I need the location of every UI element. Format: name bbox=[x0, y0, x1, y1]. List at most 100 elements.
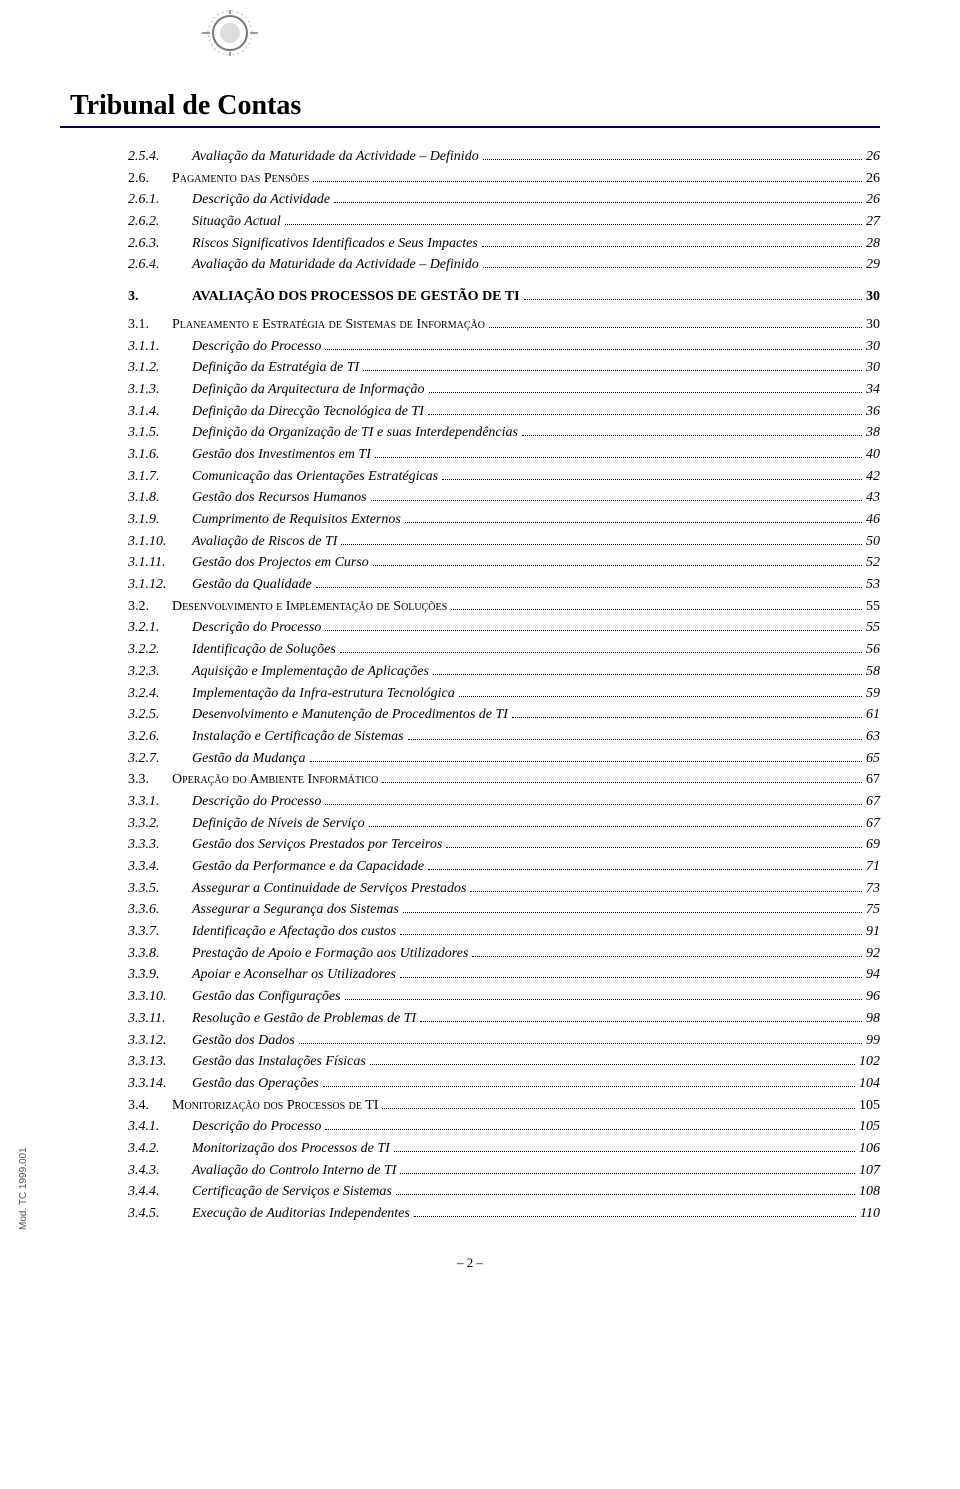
toc-leader-dots bbox=[420, 1021, 862, 1022]
toc-entry: 3.2.6.Instalação e Certificação de Siste… bbox=[128, 726, 880, 748]
toc-entry: 3.2.2.Identificação de Soluções 56 bbox=[128, 639, 880, 661]
toc-entry: 3.3.Operação do Ambiente Informático67 bbox=[128, 769, 880, 791]
toc-number: 3.3.6. bbox=[128, 899, 192, 921]
toc-number: 3.3.9. bbox=[128, 964, 192, 986]
toc-entry: 3.3.10.Gestão das Configurações96 bbox=[128, 986, 880, 1008]
toc-entry: 3.2.3.Aquisição e Implementação de Aplic… bbox=[128, 661, 880, 683]
toc-label: Gestão das Operações bbox=[192, 1073, 319, 1095]
toc-number: 3.3.12. bbox=[128, 1030, 192, 1052]
toc-label: Definição da Direcção Tecnológica de TI bbox=[192, 401, 424, 423]
toc-leader-dots bbox=[382, 782, 862, 783]
header-rule bbox=[60, 126, 880, 128]
toc-entry: 3.3.3.Gestão dos Serviços Prestados por … bbox=[128, 834, 880, 856]
toc-label: AVALIAÇÃO DOS PROCESSOS DE GESTÃO DE TI bbox=[192, 286, 520, 308]
toc-number: 3.2. bbox=[128, 596, 172, 618]
toc-entry: 3.3.13.Gestão das Instalações Físicas102 bbox=[128, 1051, 880, 1073]
toc-page: 91 bbox=[866, 921, 880, 943]
toc-leader-dots bbox=[442, 479, 862, 480]
toc-leader-dots bbox=[403, 912, 862, 913]
toc-page: 94 bbox=[866, 964, 880, 986]
toc-entry: 3.1.Planeamento e Estratégia de Sistemas… bbox=[128, 314, 880, 336]
toc-leader-dots bbox=[472, 956, 862, 957]
toc-leader-dots bbox=[522, 435, 862, 436]
toc-number: 3.3.8. bbox=[128, 943, 192, 965]
toc-number: 3.2.4. bbox=[128, 683, 192, 705]
table-of-contents: 2.5.4.Avaliação da Maturidade da Activid… bbox=[60, 146, 880, 1225]
toc-entry: 3.1.8.Gestão dos Recursos Humanos43 bbox=[128, 487, 880, 509]
toc-page: 65 bbox=[866, 748, 880, 770]
toc-leader-dots bbox=[325, 630, 862, 631]
toc-page: 46 bbox=[866, 509, 880, 531]
toc-label: Gestão dos Serviços Prestados por Tercei… bbox=[192, 834, 442, 856]
toc-label: Riscos Significativos Identificados e Se… bbox=[192, 233, 478, 255]
toc-number: 3.2.2. bbox=[128, 639, 192, 661]
toc-label: Descrição do Processo bbox=[192, 791, 321, 813]
toc-page: 67 bbox=[866, 813, 880, 835]
toc-entry: 3.2.4.Implementação da Infra-estrutura T… bbox=[128, 683, 880, 705]
toc-page: 99 bbox=[866, 1030, 880, 1052]
toc-leader-dots bbox=[375, 457, 862, 458]
toc-leader-dots bbox=[512, 717, 862, 718]
toc-page: 98 bbox=[866, 1008, 880, 1030]
toc-leader-dots bbox=[408, 739, 862, 740]
toc-number: 3.1.12. bbox=[128, 574, 192, 596]
toc-number: 3.1.7. bbox=[128, 466, 192, 488]
page-title: Tribunal de Contas bbox=[70, 90, 880, 122]
toc-entry: 3.2.7.Gestão da Mudança65 bbox=[128, 748, 880, 770]
toc-label: Implementação da Infra-estrutura Tecnoló… bbox=[192, 683, 455, 705]
toc-label: Descrição do Processo bbox=[192, 336, 321, 358]
toc-leader-dots bbox=[371, 500, 862, 501]
toc-leader-dots bbox=[489, 327, 862, 328]
toc-label: Certificação de Serviços e Sistemas bbox=[192, 1181, 392, 1203]
toc-leader-dots bbox=[400, 934, 862, 935]
toc-page: 40 bbox=[866, 444, 880, 466]
toc-number: 3.1. bbox=[128, 314, 172, 336]
toc-label: Prestação de Apoio e Formação aos Utiliz… bbox=[192, 943, 468, 965]
toc-label: Avaliação de Riscos de TI bbox=[192, 531, 337, 553]
toc-label: Cumprimento de Requisitos Externos bbox=[192, 509, 401, 531]
toc-page: 26 bbox=[866, 168, 880, 190]
toc-entry: 3.3.9.Apoiar e Aconselhar os Utilizadore… bbox=[128, 964, 880, 986]
toc-label: Identificação de Soluções bbox=[192, 639, 336, 661]
toc-number: 3.1.1. bbox=[128, 336, 192, 358]
toc-number: 3.3.11. bbox=[128, 1008, 192, 1030]
toc-page: 34 bbox=[866, 379, 880, 401]
toc-label: Desenvolvimento e Implementação de Soluç… bbox=[172, 596, 447, 618]
toc-label: Identificação e Afectação dos custos bbox=[192, 921, 396, 943]
toc-page: 105 bbox=[859, 1116, 880, 1138]
toc-leader-dots bbox=[334, 202, 862, 203]
toc-entry: 3.1.11.Gestão dos Projectos em Curso52 bbox=[128, 552, 880, 574]
toc-leader-dots bbox=[325, 349, 862, 350]
toc-entry: 3.2.1.Descrição do Processo55 bbox=[128, 617, 880, 639]
toc-label: Execução de Auditorias Independentes bbox=[192, 1203, 410, 1225]
toc-number: 3.1.10. bbox=[128, 531, 192, 553]
toc-number: 3.1.5. bbox=[128, 422, 192, 444]
toc-entry: 3.1.12.Gestão da Qualidade53 bbox=[128, 574, 880, 596]
toc-leader-dots bbox=[316, 587, 862, 588]
toc-entry: 3.1.9.Cumprimento de Requisitos Externos… bbox=[128, 509, 880, 531]
toc-number: 3.1.11. bbox=[128, 552, 192, 574]
toc-entry: 3.4.Monitorização dos Processos de TI105 bbox=[128, 1095, 880, 1117]
toc-page: 92 bbox=[866, 943, 880, 965]
toc-entry: 3.3.8.Prestação de Apoio e Formação aos … bbox=[128, 943, 880, 965]
toc-label: Gestão dos Projectos em Curso bbox=[192, 552, 369, 574]
toc-number: 2.6.4. bbox=[128, 254, 192, 276]
toc-leader-dots bbox=[483, 159, 862, 160]
toc-entry: 3.3.6.Assegurar a Segurança dos Sistemas… bbox=[128, 899, 880, 921]
toc-number: 3.3. bbox=[128, 769, 172, 791]
toc-leader-dots bbox=[382, 1108, 855, 1109]
toc-page: 58 bbox=[866, 661, 880, 683]
toc-number: 2.6.2. bbox=[128, 211, 192, 233]
toc-leader-dots bbox=[370, 1064, 855, 1065]
toc-label: Gestão da Mudança bbox=[192, 748, 306, 770]
toc-entry: 3.1.3.Definição da Arquitectura de Infor… bbox=[128, 379, 880, 401]
toc-label: Monitorização dos Processos de TI bbox=[192, 1138, 390, 1160]
toc-number: 3.3.14. bbox=[128, 1073, 192, 1095]
toc-leader-dots bbox=[482, 246, 862, 247]
toc-page: 56 bbox=[866, 639, 880, 661]
toc-label: Gestão dos Investimentos em TI bbox=[192, 444, 371, 466]
toc-entry: 3.1.4.Definição da Direcção Tecnológica … bbox=[128, 401, 880, 423]
toc-number: 3.1.8. bbox=[128, 487, 192, 509]
toc-leader-dots bbox=[341, 544, 862, 545]
toc-number: 3.4.2. bbox=[128, 1138, 192, 1160]
